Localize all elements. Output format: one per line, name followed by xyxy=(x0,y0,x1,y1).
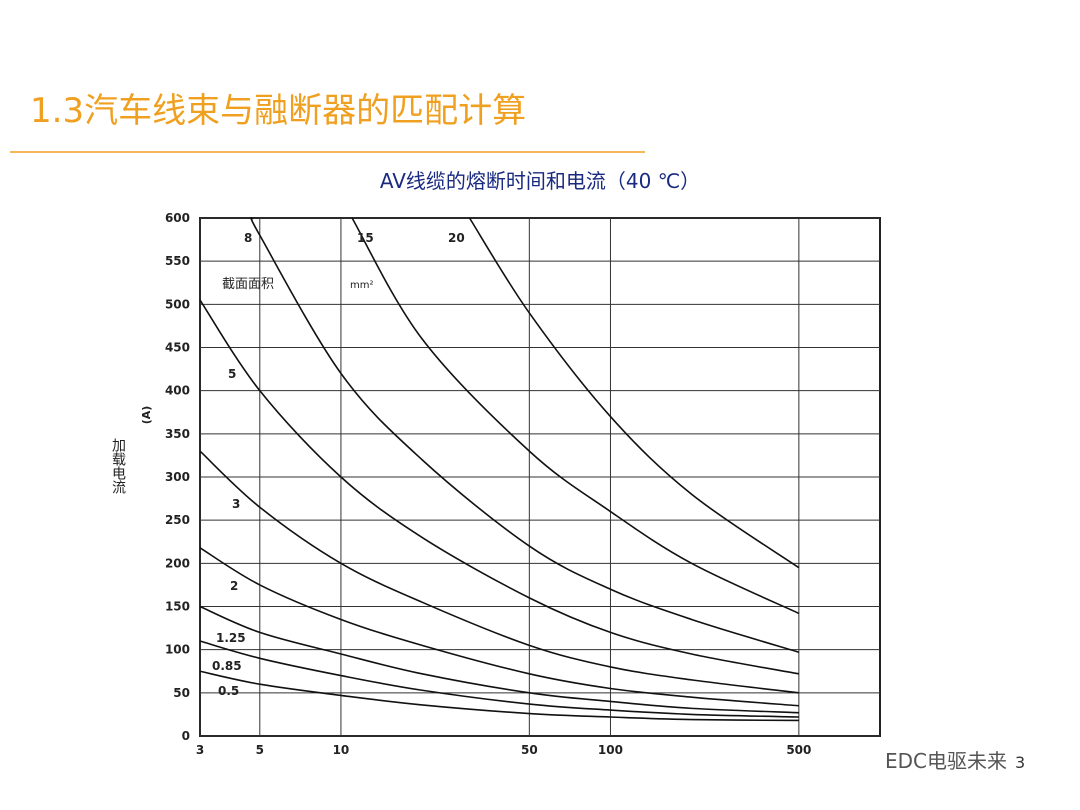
page-number: 3 xyxy=(1015,753,1025,772)
series-label: 8 xyxy=(244,231,252,245)
y-tick-label: 450 xyxy=(165,341,190,355)
series-line xyxy=(199,670,799,722)
series-label: 20 xyxy=(448,231,465,245)
x-tick-label: 3 xyxy=(196,743,204,757)
series-label: 15 xyxy=(357,231,374,245)
series-label: 0.5 xyxy=(218,684,239,698)
series-label: 1.25 xyxy=(216,631,246,645)
legend-unit: mm² xyxy=(350,280,374,291)
series-line xyxy=(468,217,800,569)
x-tick-label: 5 xyxy=(256,743,264,757)
y-tick-label: 50 xyxy=(173,686,190,700)
series-line xyxy=(199,299,800,675)
y-tick-label: 250 xyxy=(165,513,190,527)
y-tick-label: 350 xyxy=(165,427,190,441)
series-line xyxy=(199,640,799,718)
y-tick-label: 100 xyxy=(165,643,190,657)
y-tick-label: 200 xyxy=(165,556,190,570)
y-tick-label: 0 xyxy=(182,729,190,743)
y-axis-label: 加载电流 xyxy=(110,438,126,495)
series-label: 5 xyxy=(228,367,236,381)
legend-title: 截面面积 xyxy=(222,277,274,292)
y-tick-label: 400 xyxy=(165,384,190,398)
series-label: 2 xyxy=(230,579,238,593)
y-tick-label: 550 xyxy=(165,254,190,268)
x-tick-label: 50 xyxy=(521,743,538,757)
series-line xyxy=(199,605,799,714)
x-tick-label: 10 xyxy=(333,743,350,757)
y-axis-unit: (A) xyxy=(140,406,153,425)
series-line xyxy=(351,217,800,615)
chart-title: AV线缆的熔断时间和电流（40 ℃） xyxy=(380,169,700,193)
series-line xyxy=(199,547,799,707)
y-tick-label: 150 xyxy=(165,600,190,614)
y-tick-label: 600 xyxy=(165,211,190,225)
x-tick-label: 500 xyxy=(786,743,811,757)
series-line xyxy=(250,217,800,654)
y-tick-label: 300 xyxy=(165,470,190,484)
series-line xyxy=(199,450,799,694)
y-tick-label: 500 xyxy=(165,297,190,311)
series-label: 3 xyxy=(232,497,240,511)
watermark: EDC电驱未来 xyxy=(885,749,1007,773)
series-label: 0.85 xyxy=(212,659,242,673)
x-tick-label: 100 xyxy=(598,743,623,757)
slide-title: 1.3汽车线束与融断器的匹配计算 xyxy=(30,91,526,131)
